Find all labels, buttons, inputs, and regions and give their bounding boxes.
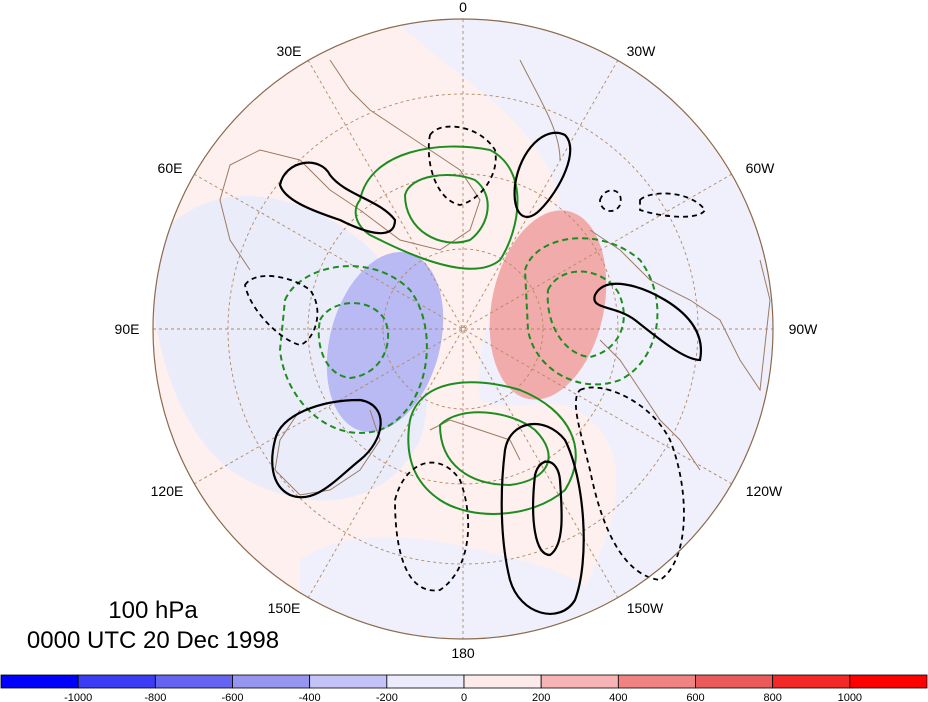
black-contour-norwegian [513, 131, 572, 218]
green-contours [354, 145, 577, 515]
map-border [152, 18, 774, 640]
lon-label-left: 90E [115, 321, 140, 337]
colorbar-tick-label: 800 [763, 692, 781, 702]
black-contour-siberia [271, 398, 382, 499]
lon-label-upper-right: 60W [746, 160, 776, 176]
lon-label-lower-left: 120E [151, 483, 184, 499]
lon-label-bottom-right: 150W [627, 600, 664, 616]
lon-label-lower-right: 120W [746, 483, 783, 499]
black-contour-pacific-inner [532, 460, 563, 557]
colorbar-swatch [695, 674, 774, 689]
colorbar-tick-label: 400 [609, 692, 627, 702]
black-contour-pacific-outer [500, 422, 585, 615]
colorbar-swatch [309, 674, 388, 689]
black-dashed-contours [244, 125, 707, 592]
colorbar-tick-label: -800 [144, 692, 166, 702]
colorbar-tick-label: -1000 [64, 692, 92, 702]
black-dashed-bering [394, 461, 470, 592]
colorbar-swatch [540, 674, 619, 689]
colorbar-swatch [386, 674, 465, 689]
coastlines [219, 59, 771, 496]
black-contour-scandinavia [278, 161, 397, 235]
green-contour-north-inner [403, 174, 489, 244]
colorbar-tick-label: -600 [221, 692, 243, 702]
black-dashed-small [599, 189, 622, 212]
colorbar-swatch [849, 674, 928, 689]
green-dashed-east-outer [523, 237, 659, 386]
black-dashed-europe [427, 125, 497, 206]
colorbar-swatch [617, 674, 696, 689]
colorbar-swatch [77, 674, 156, 689]
colorbar-swatch [232, 674, 311, 689]
timestamp-label: 0000 UTC 20 Dec 1998 [27, 627, 279, 654]
colorbar-tick-label: -200 [376, 692, 398, 702]
colorbar-tick-label: 600 [686, 692, 704, 702]
lon-label-top-right: 30W [627, 43, 657, 59]
lon-label-top-left: 30E [277, 43, 302, 59]
anomaly-shading [153, 19, 773, 639]
green-contour-north-outer [354, 145, 519, 270]
colorbar-swatch [772, 674, 851, 689]
black-dashed-north-pacific [574, 386, 685, 581]
green-dashed-west-inner [317, 302, 390, 380]
lon-label-right: 90W [789, 321, 819, 337]
colorbar-swatch [0, 674, 79, 689]
black-contours [271, 131, 703, 615]
colorbar: -1000 -800 -600 -400 -200 0 200 400 600 800 1000 [0, 674, 928, 702]
black-contour-canada [593, 282, 703, 362]
positive-anomaly-blob [489, 210, 607, 400]
lon-label-bottom: 180 [451, 645, 475, 661]
colorbar-tick-label: 1000 [838, 692, 862, 702]
lon-label-upper-left: 60E [158, 160, 183, 176]
colorbar-tick-label: -400 [299, 692, 321, 702]
lon-label-top: 0 [459, 0, 467, 15]
green-dashed-east-inner [546, 270, 625, 359]
colorbar-tick-label: 200 [532, 692, 550, 702]
colorbar-swatch [463, 674, 542, 689]
colorbar-tick-label: 0 [461, 692, 467, 702]
green-contour-south-outer [407, 381, 577, 515]
black-dashed-greenland [639, 192, 707, 218]
black-dashed-west [244, 275, 319, 346]
lon-label-bottom-left: 150E [268, 600, 301, 616]
colorbar-swatch [154, 674, 233, 689]
longitude-labels: 0 30E 30W 60E 60W 90E 90W 120E 120W 150E… [115, 0, 819, 661]
graticule [153, 19, 773, 639]
level-label: 100 hPa [108, 597, 198, 624]
green-contour-south-inner [438, 411, 550, 487]
